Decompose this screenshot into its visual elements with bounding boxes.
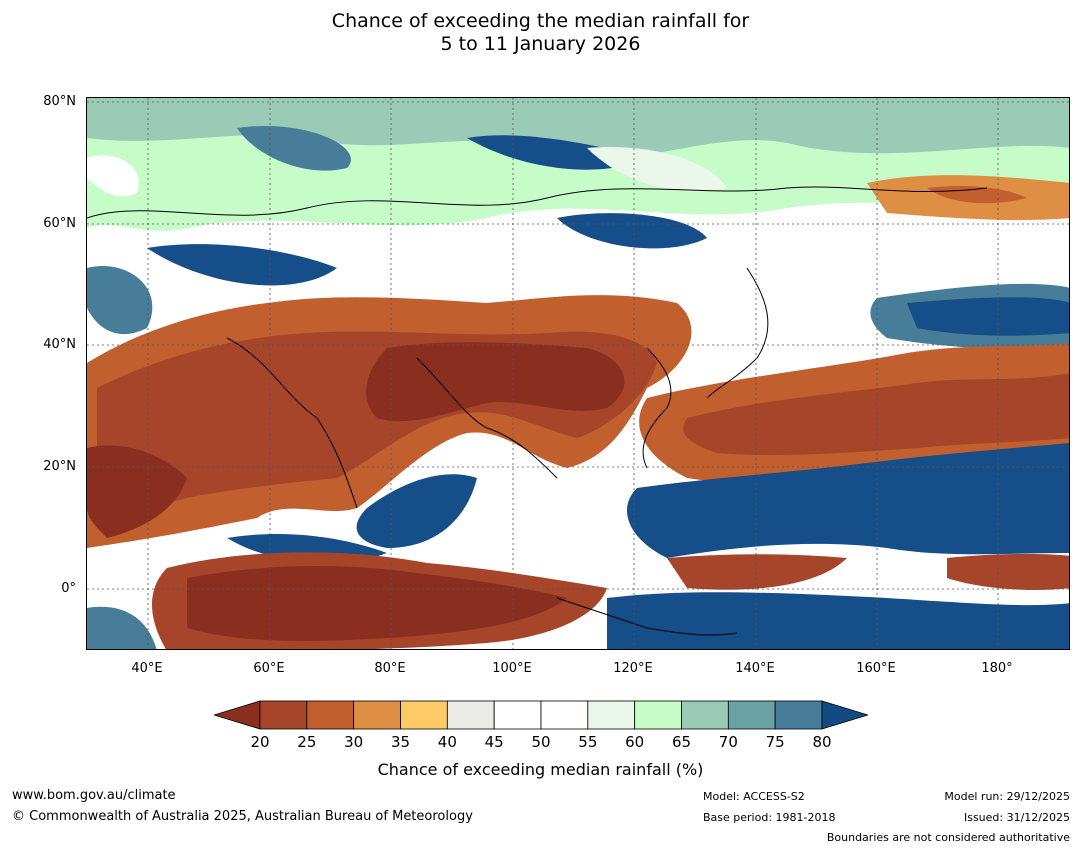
lon-label-40e: 40°E: [131, 661, 163, 676]
issued-text: Issued: 31/12/2025: [963, 811, 1070, 824]
colorbar-segment: [540, 700, 589, 730]
lon-label-140e: 140°E: [735, 661, 775, 676]
boundaries-note: Boundaries are not considered authoritat…: [826, 831, 1070, 844]
colorbar-segment: [400, 700, 448, 730]
colorbar-over-arrow: [821, 700, 868, 730]
colorbar-tick-label: 80: [812, 733, 832, 751]
rainfall-probability-map: [86, 97, 1070, 650]
map-canvas: [87, 98, 1069, 649]
colorbar-tick-label: 30: [344, 733, 364, 751]
colorbar: [214, 700, 868, 730]
copyright-text: © Commonwealth of Australia 2025, Austra…: [12, 809, 473, 824]
colorbar-segment: [681, 700, 729, 730]
lon-label-100e: 100°E: [492, 661, 532, 676]
colorbar-segment: [353, 700, 401, 730]
lat-label-80n: 80°N: [43, 94, 76, 109]
lon-label-80e: 80°E: [374, 661, 406, 676]
model-text: Model: ACCESS-S2: [703, 790, 805, 803]
base-period-text: Base period: 1981-2018: [703, 811, 836, 824]
colorbar-segment: [446, 700, 495, 730]
model-run-text: Model run: 29/12/2025: [944, 790, 1070, 803]
lat-label-20n: 20°N: [43, 459, 76, 474]
lat-label-0: 0°: [61, 581, 76, 596]
colorbar-segment: [587, 700, 636, 730]
colorbar-tick-label: 35: [390, 733, 411, 751]
colorbar-segment: [727, 700, 776, 730]
colorbar-tick-label: 65: [671, 733, 692, 751]
map-title: Chance of exceeding the median rainfall …: [0, 10, 1081, 56]
colorbar-tick-label: 45: [484, 733, 504, 751]
website-link[interactable]: www.bom.gov.au/climate: [12, 788, 176, 803]
colorbar-title: Chance of exceeding median rainfall (%): [377, 760, 704, 779]
colorbar-segment: [634, 700, 682, 730]
colorbar-segment: [259, 700, 308, 730]
colorbar-tick-label: 60: [625, 733, 645, 751]
title-line-1: Chance of exceeding the median rainfall …: [331, 10, 750, 32]
colorbar-under-arrow: [214, 700, 261, 730]
colorbar-tick-label: 40: [437, 733, 457, 751]
lon-label-120e: 120°E: [613, 661, 653, 676]
colorbar-tick-label: 70: [718, 733, 738, 751]
colorbar-segment: [493, 700, 542, 730]
title-line-2: 5 to 11 January 2026: [440, 33, 641, 55]
lat-label-40n: 40°N: [43, 337, 76, 352]
colorbar-tick-label: 75: [765, 733, 785, 751]
colorbar-segment: [774, 700, 823, 730]
lon-label-180: 180°: [981, 661, 1013, 676]
colorbar-tick-label: 55: [578, 733, 598, 751]
colorbar-segment: [306, 700, 355, 730]
colorbar-tick-label: 25: [297, 733, 317, 751]
lon-label-160e: 160°E: [856, 661, 896, 676]
lat-label-60n: 60°N: [43, 216, 76, 231]
colorbar-tick-label: 50: [531, 733, 551, 751]
colorbar-tick-label: 20: [250, 733, 270, 751]
lon-label-60e: 60°E: [253, 661, 285, 676]
